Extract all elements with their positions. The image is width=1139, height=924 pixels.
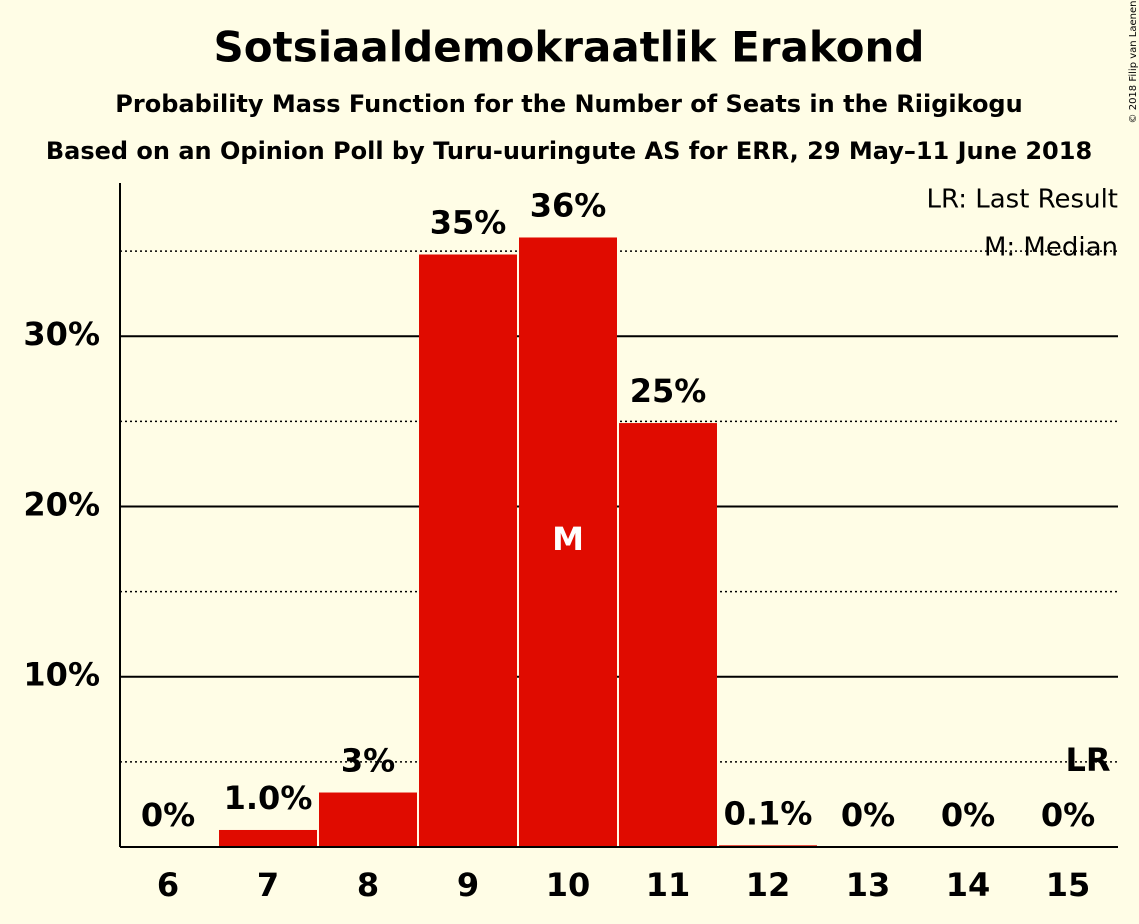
bar [519, 237, 617, 847]
legend-entry: LR: Last Result [926, 185, 1118, 215]
x-tick-label: 9 [457, 866, 479, 904]
x-tick-label: 12 [746, 866, 791, 904]
value-label: 1.0% [224, 779, 313, 817]
value-label: 3% [341, 742, 395, 780]
x-tick-label: 14 [946, 866, 991, 904]
chart-subtitle: Based on an Opinion Poll by Turu-uuringu… [46, 137, 1092, 165]
median-marker: M [552, 520, 584, 558]
x-tick-label: 15 [1046, 866, 1091, 904]
chart-title: Sotsiaaldemokraatlik Erakond [214, 23, 925, 72]
y-tick-label: 30% [23, 315, 100, 353]
value-label: 0% [841, 796, 895, 834]
value-label: 0% [1041, 796, 1095, 834]
x-tick-label: 10 [546, 866, 591, 904]
y-tick-label: 10% [23, 656, 100, 694]
value-label: 35% [430, 204, 507, 242]
value-label: 0% [941, 796, 995, 834]
x-tick-label: 13 [846, 866, 891, 904]
value-label: 36% [530, 186, 607, 224]
x-tick-label: 6 [157, 866, 179, 904]
bar [219, 829, 317, 847]
bar [619, 423, 717, 847]
y-tick-label: 20% [23, 485, 100, 523]
chart-subtitle: Probability Mass Function for the Number… [115, 90, 1022, 118]
value-label: 0% [141, 796, 195, 834]
value-label: 25% [630, 372, 707, 410]
x-tick-label: 11 [646, 866, 691, 904]
value-label: 0.1% [724, 794, 813, 832]
bar [319, 792, 417, 847]
legend-entry: M: Median [984, 233, 1118, 263]
copyright: © 2018 Filip van Laenen [1128, 1, 1139, 124]
bar [419, 254, 517, 847]
x-tick-label: 8 [357, 866, 379, 904]
last-result-marker: LR [1065, 741, 1110, 779]
x-tick-label: 7 [257, 866, 279, 904]
